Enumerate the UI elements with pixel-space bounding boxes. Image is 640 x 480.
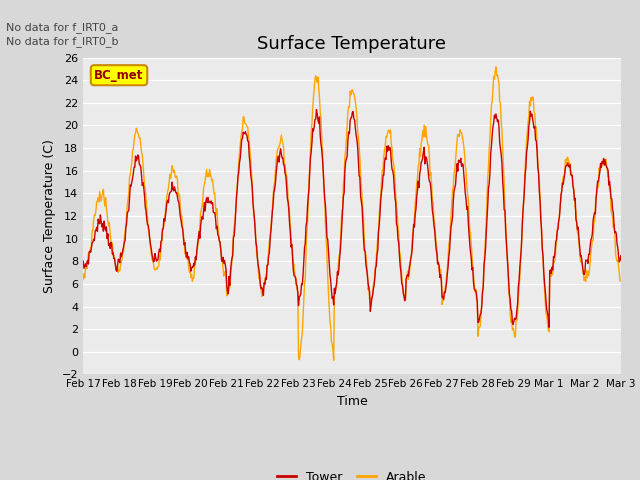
Arable — [492, 64, 500, 70]
Legend: Tower, Arable: Tower, Arable — [272, 466, 432, 480]
Arable — [199, 197, 207, 203]
Arable — [434, 257, 442, 263]
X-axis label: Time: Time — [337, 395, 367, 408]
Arable — [330, 358, 337, 363]
Tower — [434, 261, 442, 267]
Y-axis label: Surface Temperature (C): Surface Temperature (C) — [44, 139, 56, 293]
Line: Arable: Arable — [83, 67, 621, 360]
Tower — [227, 260, 235, 266]
Text: No data for f_IRT0_a: No data for f_IRT0_a — [6, 22, 119, 33]
Tower — [313, 107, 321, 112]
Arable — [79, 276, 87, 282]
Tower — [79, 258, 87, 264]
Arable — [145, 225, 152, 231]
Tower — [617, 253, 625, 259]
Line: Tower: Tower — [83, 109, 621, 327]
Tower — [418, 158, 426, 164]
Text: BC_met: BC_met — [94, 69, 144, 82]
Arable — [617, 278, 625, 284]
Arable — [418, 138, 426, 144]
Tower — [199, 216, 207, 222]
Tower — [89, 240, 97, 245]
Title: Surface Temperature: Surface Temperature — [257, 35, 447, 53]
Text: No data for f_IRT0_b: No data for f_IRT0_b — [6, 36, 119, 47]
Arable — [227, 266, 235, 272]
Arable — [89, 228, 97, 233]
Tower — [545, 324, 553, 330]
Tower — [145, 223, 152, 228]
